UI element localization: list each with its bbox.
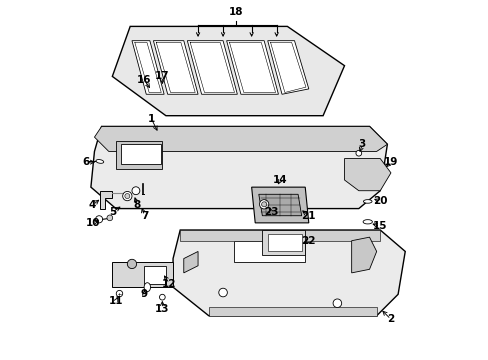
Polygon shape bbox=[267, 234, 301, 251]
Text: 4: 4 bbox=[89, 200, 96, 210]
Text: 17: 17 bbox=[155, 71, 169, 81]
Text: 9: 9 bbox=[141, 289, 148, 299]
Circle shape bbox=[122, 192, 132, 201]
Text: 23: 23 bbox=[264, 207, 278, 217]
Polygon shape bbox=[258, 194, 301, 216]
Circle shape bbox=[124, 194, 130, 199]
Circle shape bbox=[355, 150, 361, 156]
Text: 21: 21 bbox=[301, 211, 315, 221]
Text: 3: 3 bbox=[358, 139, 365, 149]
Circle shape bbox=[159, 294, 165, 300]
Polygon shape bbox=[100, 191, 112, 208]
Polygon shape bbox=[94, 126, 386, 152]
Polygon shape bbox=[112, 262, 173, 287]
Polygon shape bbox=[153, 41, 198, 94]
Ellipse shape bbox=[144, 283, 150, 292]
Text: 16: 16 bbox=[137, 75, 151, 85]
Polygon shape bbox=[208, 307, 376, 316]
Text: 5: 5 bbox=[108, 207, 116, 217]
Ellipse shape bbox=[363, 200, 371, 203]
Polygon shape bbox=[251, 187, 308, 223]
Ellipse shape bbox=[96, 159, 103, 163]
Text: 1: 1 bbox=[148, 114, 155, 124]
Circle shape bbox=[95, 216, 102, 223]
Polygon shape bbox=[183, 251, 198, 273]
Ellipse shape bbox=[363, 220, 372, 224]
Polygon shape bbox=[344, 158, 390, 191]
Text: 2: 2 bbox=[386, 314, 394, 324]
Text: 12: 12 bbox=[162, 279, 176, 289]
Circle shape bbox=[116, 291, 122, 297]
Text: 11: 11 bbox=[108, 296, 123, 306]
Polygon shape bbox=[267, 41, 308, 94]
Circle shape bbox=[127, 259, 136, 269]
Text: 20: 20 bbox=[372, 197, 386, 206]
Polygon shape bbox=[121, 144, 160, 164]
Circle shape bbox=[218, 288, 227, 297]
Text: 7: 7 bbox=[141, 211, 148, 221]
Polygon shape bbox=[233, 241, 305, 262]
Polygon shape bbox=[132, 41, 164, 94]
Text: 22: 22 bbox=[301, 236, 315, 246]
Polygon shape bbox=[91, 126, 386, 208]
Polygon shape bbox=[116, 141, 162, 169]
Circle shape bbox=[259, 200, 268, 209]
Text: 8: 8 bbox=[133, 200, 141, 210]
Text: 15: 15 bbox=[372, 221, 386, 231]
Polygon shape bbox=[180, 230, 380, 241]
Polygon shape bbox=[262, 230, 305, 255]
Polygon shape bbox=[187, 41, 237, 94]
Circle shape bbox=[261, 202, 266, 207]
Text: 6: 6 bbox=[82, 157, 89, 167]
Text: 10: 10 bbox=[85, 218, 100, 228]
Circle shape bbox=[107, 215, 112, 221]
Polygon shape bbox=[226, 41, 278, 94]
Polygon shape bbox=[112, 26, 344, 116]
Text: 18: 18 bbox=[228, 7, 243, 17]
Polygon shape bbox=[173, 230, 405, 316]
Polygon shape bbox=[351, 237, 376, 273]
Circle shape bbox=[332, 299, 341, 307]
Text: 13: 13 bbox=[155, 303, 169, 314]
Text: 19: 19 bbox=[383, 157, 397, 167]
Text: 14: 14 bbox=[272, 175, 287, 185]
Polygon shape bbox=[144, 266, 165, 284]
Circle shape bbox=[132, 187, 140, 195]
